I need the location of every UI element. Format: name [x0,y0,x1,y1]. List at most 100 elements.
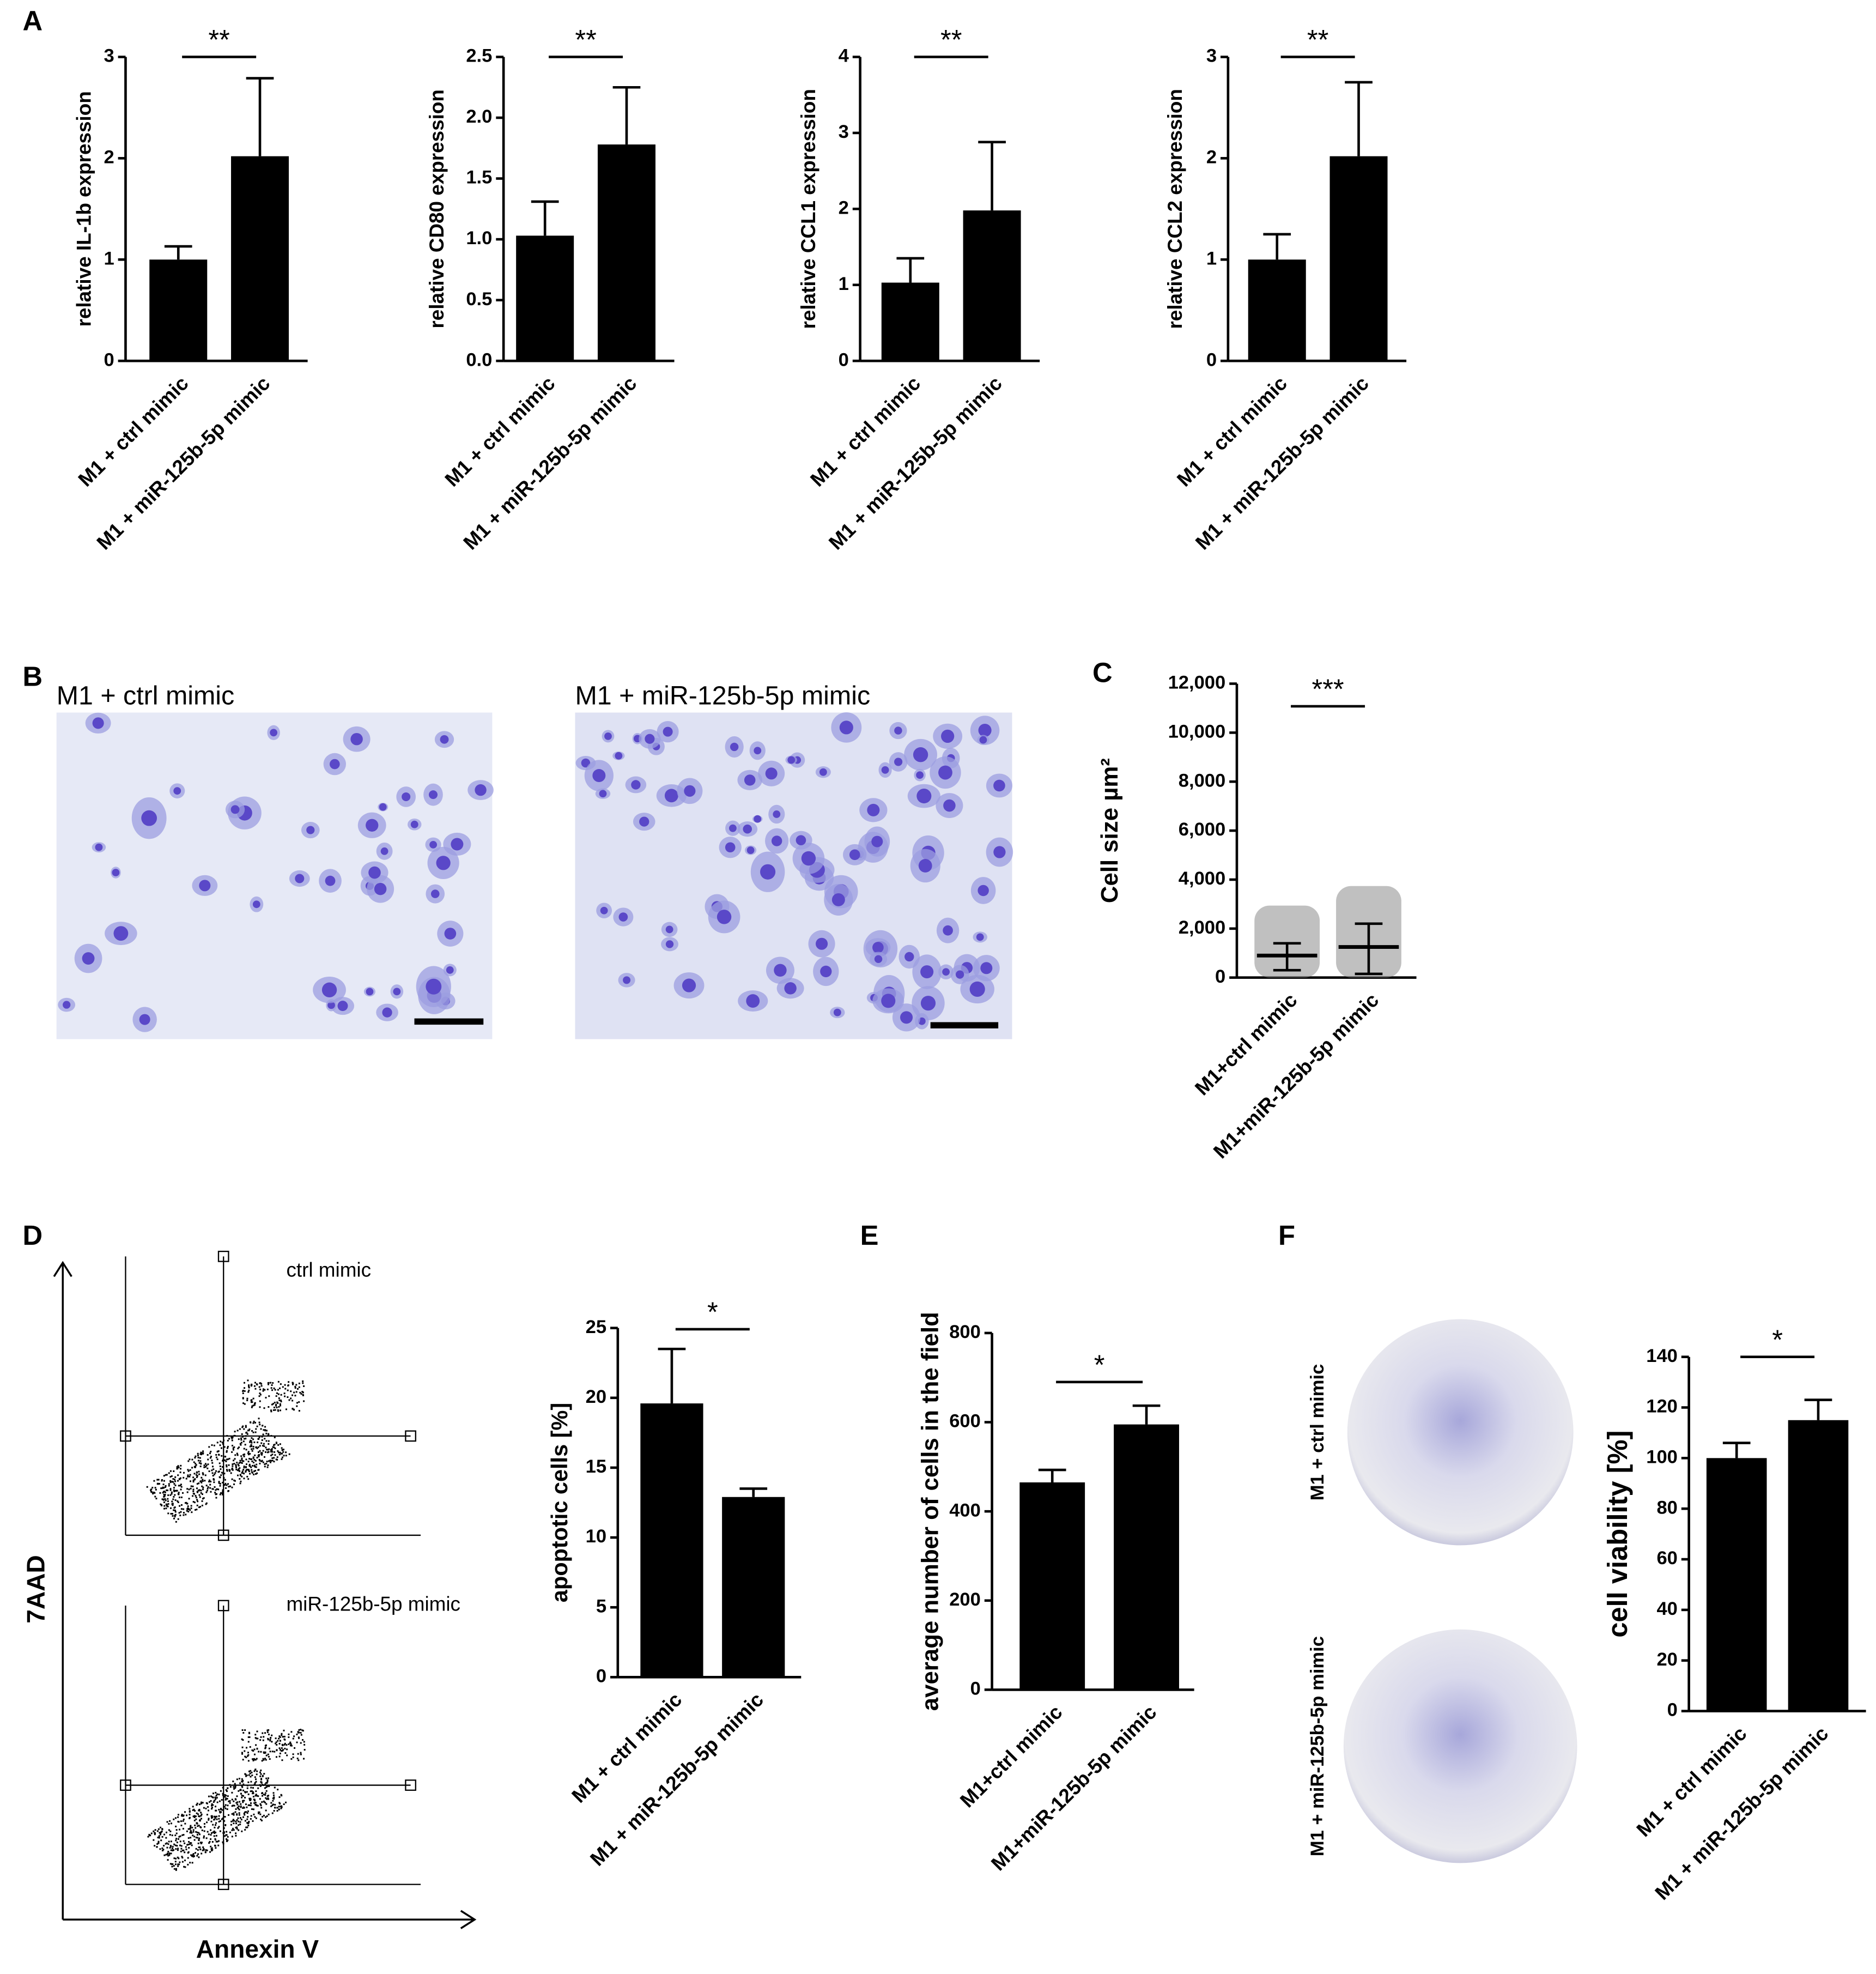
dot [239,1460,241,1462]
dot [252,1759,254,1761]
dot [259,1450,261,1452]
dot [251,1775,253,1777]
dot [247,1824,250,1826]
dot [231,1439,233,1442]
dot [263,1773,265,1775]
dot [264,1438,266,1440]
dot [225,1795,227,1797]
dot [204,1851,207,1854]
dot [179,1515,181,1517]
dot [190,1505,192,1507]
dot [250,1384,252,1386]
dot [278,1735,281,1737]
dot [239,1470,241,1472]
dot [264,1751,266,1753]
dot [163,1494,165,1496]
dot [248,1470,250,1473]
nucleus [918,859,932,873]
dot [238,1812,240,1814]
error-bar [246,77,274,156]
dot [279,1387,281,1389]
dot [233,1483,235,1485]
dot [180,1850,182,1852]
dot [240,1803,242,1805]
dot [242,1759,244,1761]
dot [284,1739,286,1741]
dot [270,1802,272,1804]
dot [202,1849,204,1851]
dot [259,1771,261,1773]
significance: * [1772,1324,1783,1355]
nucleus [382,1007,392,1018]
dot [227,1439,229,1442]
dot [209,1483,211,1486]
dot [226,1469,228,1471]
dot [270,1451,272,1453]
x-tick-label: M1 + miR-125b-5p mimic [459,372,641,554]
dot [187,1837,190,1839]
dot [228,1814,230,1816]
dot [196,1812,198,1814]
y-tick-label: 12,000 [1168,673,1226,693]
dot [260,1428,262,1430]
dot [163,1501,165,1504]
dot [258,1436,260,1438]
dot [240,1442,242,1444]
dot [223,1806,226,1808]
dot [255,1473,257,1475]
dot [215,1798,217,1800]
dot [250,1466,252,1468]
dot [273,1810,275,1812]
dot [187,1505,189,1507]
dot [203,1835,205,1837]
nucleus [754,747,762,755]
dot [280,1404,282,1407]
y-tick-label: 15 [586,1456,606,1477]
dot [231,1451,233,1453]
dot [252,1793,254,1795]
dot [168,1472,170,1474]
dot [209,1452,211,1455]
dot [270,1449,272,1451]
dot [234,1785,236,1788]
dot [240,1444,242,1446]
dot [233,1814,235,1816]
dot [235,1834,237,1837]
dot [198,1856,200,1858]
dot [277,1450,279,1452]
dot [204,1480,206,1482]
dot [303,1743,306,1746]
dot [185,1848,187,1850]
micrograph-label: M1 + miR-125b-5p mimic [575,681,870,711]
nucleus [63,1001,71,1009]
dot [220,1811,222,1813]
dot [277,1380,280,1383]
dot [181,1492,184,1494]
dot [241,1460,244,1462]
dot [240,1455,242,1457]
dot [260,1778,263,1781]
dot [198,1839,200,1842]
dot [242,1397,244,1399]
dot [196,1855,198,1857]
dot [292,1400,294,1402]
dot [227,1836,229,1838]
dot [244,1403,246,1405]
dot [268,1755,270,1758]
dot [177,1848,179,1850]
dot [284,1747,286,1749]
dot [260,1452,263,1455]
nucleus [173,787,181,795]
dot [196,1475,198,1477]
dot [292,1382,294,1384]
dot [241,1462,243,1464]
dot [251,1469,253,1471]
nucleus [350,732,363,746]
dot [171,1513,173,1515]
dot [256,1472,258,1474]
error-bar [1038,1468,1066,1482]
dot [251,1808,253,1810]
nucleus [978,885,989,897]
dot [241,1729,244,1731]
dot [162,1492,164,1494]
